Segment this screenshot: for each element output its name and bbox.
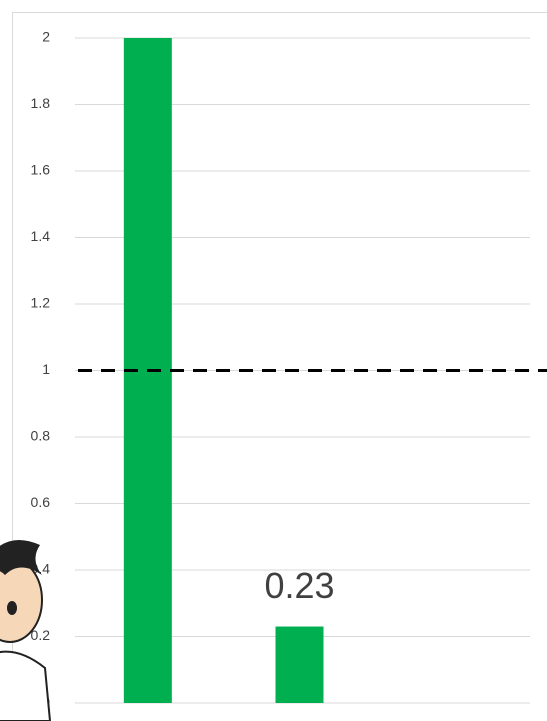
bar (275, 626, 324, 703)
y-tick-label: 1.2 (31, 295, 51, 311)
y-tick-label: 1.6 (31, 162, 51, 178)
data-label: 0.23 (264, 565, 334, 606)
y-tick-label: 0.2 (31, 627, 51, 643)
chart-frame (12, 12, 547, 721)
cartoon-character (0, 540, 52, 721)
y-tick-label: 1.4 (31, 228, 51, 244)
plot: 00.20.40.60.811.21.41.61.820.23 (31, 29, 547, 710)
y-tick-label: 2 (42, 29, 50, 45)
y-tick-label: 1 (42, 361, 50, 377)
y-tick-label: 0.6 (31, 494, 51, 510)
y-tick-label: 0.8 (31, 428, 51, 444)
y-tick-label: 1.8 (31, 95, 51, 111)
